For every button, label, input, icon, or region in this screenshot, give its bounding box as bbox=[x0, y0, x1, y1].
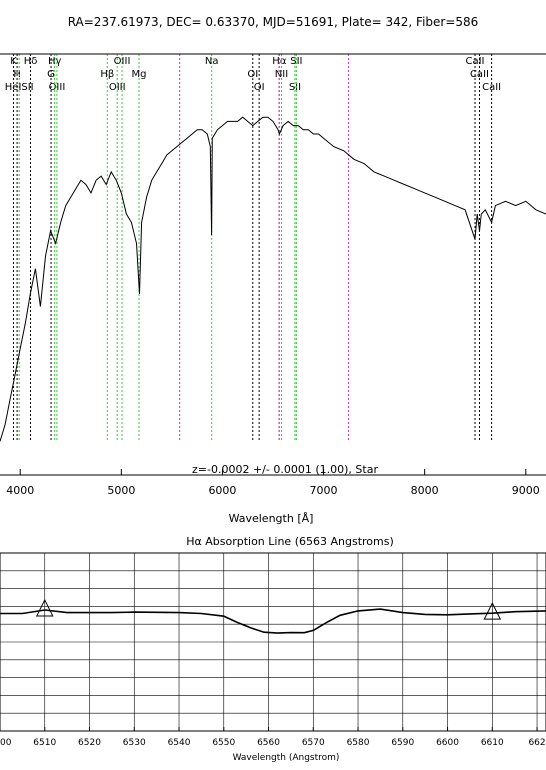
line-marker-label-18: SII bbox=[290, 56, 302, 67]
halpha-line bbox=[0, 608, 546, 634]
triangle-marker-0 bbox=[35, 598, 54, 617]
top-x-axis-label: Wavelength [Å] bbox=[229, 512, 314, 525]
halpha-title: Hα Absorption Line (6563 Angstroms) bbox=[186, 535, 394, 548]
bot-tick-label-0: 6500 bbox=[0, 738, 12, 748]
line-marker-label-21: CaII bbox=[466, 56, 485, 67]
halpha-panel: Hα Absorption Line (6563 Angstroms) 6500… bbox=[0, 535, 546, 763]
top-tick-label-5: 9000 bbox=[512, 484, 540, 497]
line-marker-label-17: SII bbox=[289, 82, 301, 93]
bot-tick-label-1: 6510 bbox=[33, 738, 56, 748]
spectrum-panel: KHHeISIIHδGOIIIHγHβOIIIOIIIMgNaOIOIHαNII… bbox=[0, 53, 546, 525]
triangle-marker-1 bbox=[483, 602, 502, 620]
line-marker-label-13: OI bbox=[247, 69, 258, 80]
top-tick-label-3: 7000 bbox=[310, 484, 338, 497]
line-marker-label-14: OI bbox=[254, 82, 265, 93]
top-x-ticks: 4000 5000 6000 7000 8000 9000 bbox=[6, 469, 540, 497]
line-marker-label-1: H bbox=[13, 69, 21, 80]
halpha-frame bbox=[0, 552, 546, 732]
triangle-markers bbox=[35, 598, 502, 620]
line-marker-label-22: CaII bbox=[470, 69, 489, 80]
line-marker-label-0: K bbox=[10, 56, 17, 67]
line-marker-label-23: CaII bbox=[482, 82, 501, 93]
top-tick-label-4: 8000 bbox=[411, 484, 439, 497]
line-marker-label-9: OIII bbox=[114, 56, 131, 67]
top-tick-label-0: 4000 bbox=[6, 484, 34, 497]
line-marker-label-5: OIII bbox=[49, 82, 66, 93]
header-info: RA=237.61973, DEC= 0.63370, MJD=51691, P… bbox=[68, 15, 479, 29]
bot-tick-label-5: 6550 bbox=[212, 738, 235, 748]
line-marker-label-6: Hγ bbox=[48, 56, 62, 67]
bot-tick-label-12: 662 bbox=[528, 738, 545, 748]
line-marker-label-15: Hα bbox=[272, 56, 287, 67]
bot-tick-label-9: 6590 bbox=[391, 738, 414, 748]
top-tick-label-2: 6000 bbox=[208, 484, 236, 497]
halpha-grid bbox=[0, 553, 546, 731]
line-marker-label-3: Hδ bbox=[24, 56, 38, 67]
bot-tick-label-10: 6600 bbox=[436, 738, 459, 748]
line-marker-label-2: HeISII bbox=[5, 82, 34, 93]
bot-tick-label-2: 6520 bbox=[78, 738, 101, 748]
bot-tick-label-4: 6540 bbox=[168, 738, 191, 748]
line-marker-label-4: G bbox=[47, 69, 55, 80]
line-marker-label-7: Hβ bbox=[100, 69, 114, 80]
bot-tick-label-3: 6530 bbox=[123, 738, 146, 748]
line-marker-label-12: Na bbox=[205, 56, 219, 67]
line-marker-label-16: NII bbox=[275, 69, 288, 80]
bot-tick-label-6: 6560 bbox=[257, 738, 280, 748]
line-marker-label-10: Mg bbox=[132, 69, 147, 80]
line-markers: KHHeISIIHδGOIIIHγHβOIIIOIIIMgNaOIOIHαNII… bbox=[5, 54, 501, 440]
spectrum-line bbox=[0, 116, 546, 442]
bot-tick-label-11: 6610 bbox=[481, 738, 504, 748]
bot-tick-label-8: 6580 bbox=[347, 738, 370, 748]
bot-tick-label-7: 6570 bbox=[302, 738, 325, 748]
halpha-x-ticks: 6500 6510 6520 6530 6540 6550 6560 6570 6580 6590… bbox=[0, 727, 546, 748]
redshift-annotation: z=-0.0002 +/- 0.0001 (1.00), Star bbox=[192, 463, 378, 476]
halpha-x-axis-label: Wavelength (Angstrom) bbox=[233, 753, 340, 763]
line-marker-label-8: OIII bbox=[109, 82, 126, 93]
top-tick-label-1: 5000 bbox=[107, 484, 135, 497]
